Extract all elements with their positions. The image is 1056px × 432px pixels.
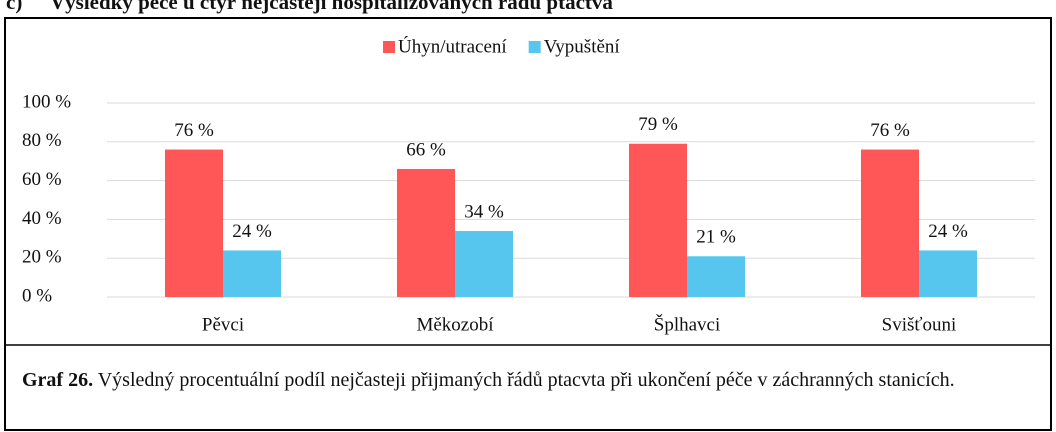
data-label: 24 % (232, 221, 272, 242)
y-tick-label: 60 % (22, 169, 62, 190)
y-tick-label: 20 % (22, 247, 62, 268)
data-label: 66 % (406, 139, 446, 160)
y-tick-label: 80 % (22, 130, 62, 151)
x-tick-label: Pěvci (202, 314, 244, 335)
data-label: 76 % (174, 120, 214, 141)
data-label: 21 % (696, 227, 736, 248)
caption-text: Výsledný procentuální podíl nejčasteji p… (97, 369, 955, 391)
bar (861, 149, 919, 297)
x-tick-label: Měkozobí (416, 314, 494, 335)
legend-label: Vypuštění (544, 36, 621, 57)
heading-title: Výsledky péče u čtyř nejčastěji hospital… (50, 0, 613, 14)
heading-number: c) (6, 0, 22, 14)
legend-label: Úhyn/utracení (398, 35, 507, 57)
legend-swatch (528, 41, 541, 53)
y-tick-label: 0 % (22, 285, 52, 306)
bar (165, 149, 223, 297)
bar (919, 250, 977, 297)
caption-label: Graf 26. (22, 369, 94, 391)
data-label: 76 % (870, 120, 910, 141)
frame (4, 17, 1052, 431)
caption: Graf 26. Výsledný procentuální podíl nej… (22, 368, 1038, 393)
bar (629, 143, 687, 297)
data-label: 24 % (928, 221, 968, 242)
bar (223, 250, 281, 297)
data-label: 34 % (464, 201, 504, 222)
bar (455, 231, 513, 297)
y-tick-label: 40 % (22, 208, 62, 229)
bar (687, 256, 745, 297)
bar (397, 168, 455, 297)
data-label: 79 % (638, 114, 678, 135)
legend-swatch (383, 41, 395, 53)
y-tick-label: 100 % (22, 91, 71, 112)
x-tick-label: Šplhavci (654, 313, 721, 335)
x-tick-label: Svišťouni (882, 314, 957, 335)
